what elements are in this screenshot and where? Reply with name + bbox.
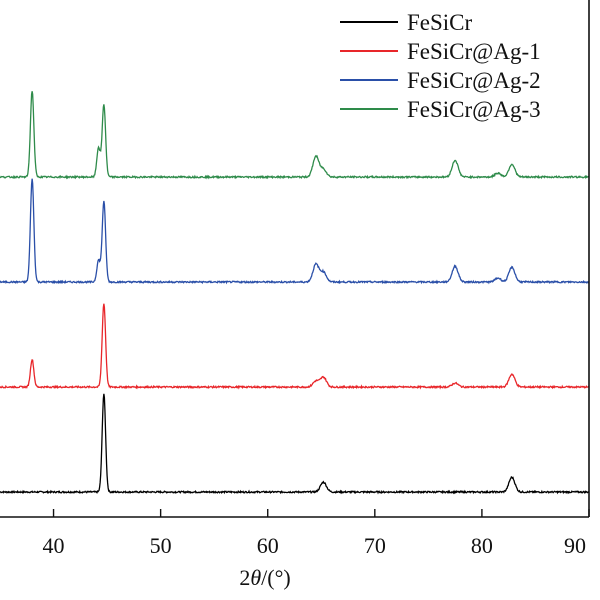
x-tick-label: 80 (471, 533, 493, 558)
legend: FeSiCr FeSiCr@Ag-1 FeSiCr@Ag-2 FeSiCr@Ag-3 (340, 10, 541, 122)
x-axis-title-suffix: /(°) (261, 565, 291, 590)
legend-label: FeSiCr (407, 10, 473, 35)
legend-label: FeSiCr@Ag-3 (407, 97, 541, 122)
series-line-fesicr-ag-3 (0, 91, 590, 180)
x-axis-title-prefix: 2 (239, 565, 250, 590)
series-line-fesicr-ag-2 (0, 178, 590, 285)
x-axis-title: 2θ/(°) (239, 565, 290, 590)
x-tick-label: 50 (150, 533, 172, 558)
x-tick-label: 70 (364, 533, 386, 558)
x-ticks: 40 50 60 70 80 90 (43, 509, 590, 558)
x-tick-label: 40 (43, 533, 65, 558)
series-line-fesicr (0, 393, 590, 495)
x-tick-label: 90 (564, 533, 586, 558)
legend-label: FeSiCr@Ag-2 (407, 68, 541, 93)
legend-label: FeSiCr@Ag-1 (407, 39, 541, 64)
x-axis-title-var: θ (250, 565, 261, 590)
series-layer (0, 91, 590, 495)
x-tick-label: 60 (257, 533, 279, 558)
series-line-fesicr-ag-1 (0, 303, 590, 390)
